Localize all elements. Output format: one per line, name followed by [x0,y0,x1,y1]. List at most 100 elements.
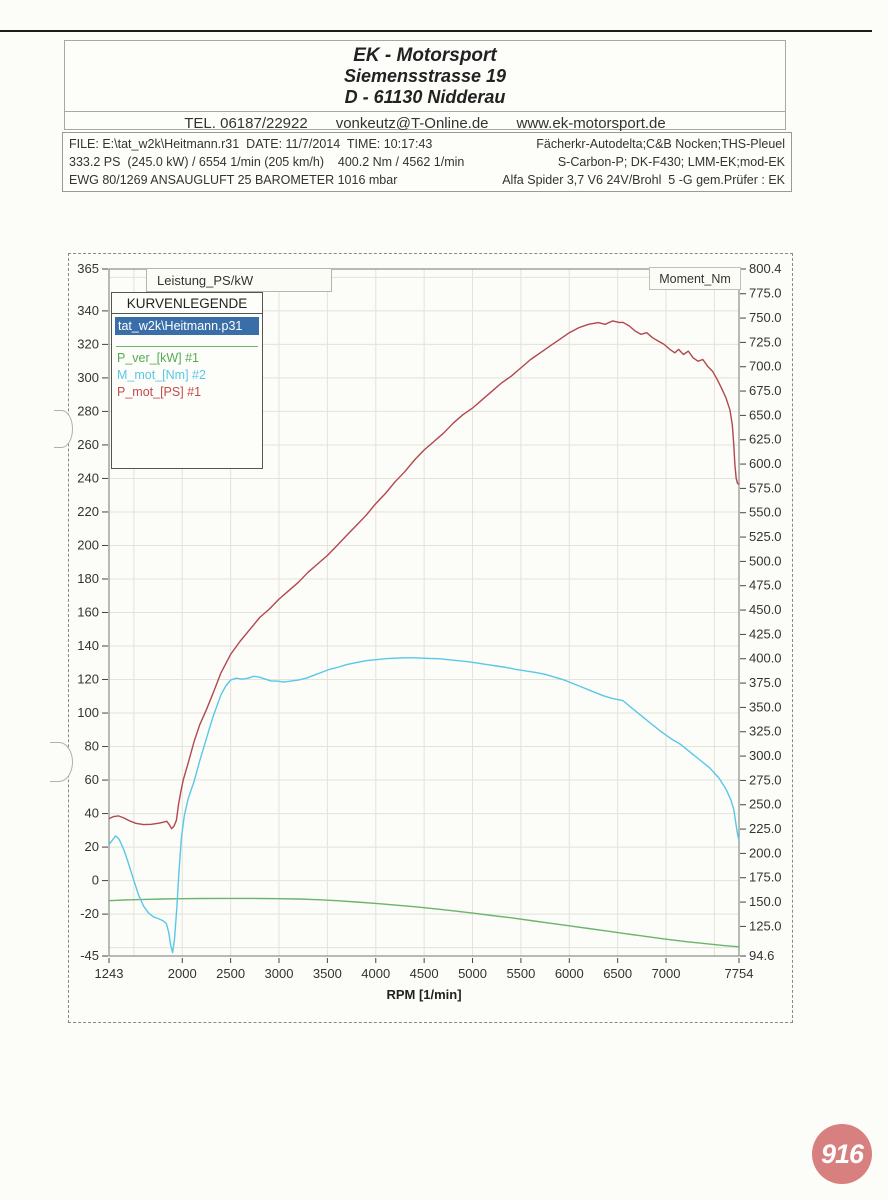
x-axis: 1243 2000 2500 3000 3500 4000 4500 5000 5500 6000… [95,958,754,1002]
svg-text:280: 280 [77,403,99,418]
svg-text:220: 220 [77,504,99,519]
svg-text:3000: 3000 [265,966,294,981]
legend-title: KURVENLEGENDE [112,293,262,314]
svg-text:-45: -45 [80,948,99,963]
svg-text:625.0: 625.0 [749,432,782,447]
scan-artifact [54,410,73,448]
right-axis: 800.4 775.0 750.0 725.0 700.0 675.0 650.0 625.0… [740,261,782,963]
svg-text:300.0: 300.0 [749,748,782,763]
svg-text:6000: 6000 [555,966,584,981]
contact-row: TEL. 06187/22922 vonkeutz@T-Online.de ww… [65,111,785,135]
svg-text:500.0: 500.0 [749,553,782,568]
svg-text:320: 320 [77,336,99,351]
company-name: EK - Motorsport [353,45,497,66]
svg-text:340: 340 [77,303,99,318]
badge-number: 916 [820,1138,864,1169]
curve-P_mot_[PS] [108,320,740,830]
right-axis-title-tab: Moment_Nm [649,267,741,290]
vehicle-description: Alfa Spider 3,7 V6 24V/Brohl 5 -G gem.Pr… [502,173,785,187]
mods-line-1: Fächerkr-Autodelta;C&B Nocken;THS-Pleuel [536,137,785,151]
plot-grid [109,269,739,956]
svg-text:425.0: 425.0 [749,626,782,641]
svg-text:350.0: 350.0 [749,699,782,714]
file-date-time: FILE: E:\tat_w2k\Heitmann.r31 DATE: 11/7… [69,137,433,151]
svg-text:150.0: 150.0 [749,894,782,909]
svg-text:250.0: 250.0 [749,797,782,812]
svg-text:200: 200 [77,537,99,552]
svg-text:80: 80 [85,739,99,754]
ambient-conditions: EWG 80/1269 ANSAUGLUFT 25 BAROMETER 1016… [69,173,398,187]
svg-text:5500: 5500 [506,966,535,981]
svg-text:475.0: 475.0 [749,578,782,593]
svg-text:750.0: 750.0 [749,310,782,325]
curves [108,320,740,954]
svg-text:450.0: 450.0 [749,602,782,617]
svg-text:700.0: 700.0 [749,359,782,374]
svg-text:94.6: 94.6 [749,948,774,963]
curve-M_mot_[Nm] [108,657,740,954]
left-axis: 365 340 320 300 280 260 240 220 200 180 160 140 120 1… [77,261,108,963]
svg-text:-20: -20 [80,906,99,921]
legend-item: M_mot_[Nm] #2 [117,368,206,382]
dyno-plot: 1243 2000 2500 3000 3500 4000 4500 5000 5500 6000… [77,261,782,1002]
run-info-box: FILE: E:\tat_w2k\Heitmann.r31 DATE: 11/7… [62,132,792,192]
phone-number: TEL. 06187/22922 [184,115,308,132]
company-city: D - 61130 Nidderau [344,87,506,107]
svg-text:40: 40 [85,806,99,821]
svg-text:7754: 7754 [725,966,754,981]
info-row-file: FILE: E:\tat_w2k\Heitmann.r31 DATE: 11/7… [69,135,785,153]
info-row-results: 333.2 PS (245.0 kW) / 6554 1/min (205 km… [69,153,785,171]
svg-text:100: 100 [77,705,99,720]
svg-text:300: 300 [77,370,99,385]
svg-text:550.0: 550.0 [749,505,782,520]
svg-text:180: 180 [77,571,99,586]
svg-text:RPM [1/min]: RPM [1/min] [386,987,461,1002]
dyno-chart: 1243 2000 2500 3000 3500 4000 4500 5000 5500 6000… [68,253,793,1023]
svg-text:225.0: 225.0 [749,821,782,836]
legend-item: P_mot_[PS] #1 [117,385,202,399]
svg-text:140: 140 [77,638,99,653]
svg-text:650.0: 650.0 [749,407,782,422]
plot-frame [108,268,740,957]
svg-text:525.0: 525.0 [749,529,782,544]
svg-text:4000: 4000 [361,966,390,981]
svg-text:400.0: 400.0 [749,651,782,666]
svg-text:2500: 2500 [216,966,245,981]
svg-text:375.0: 375.0 [749,675,782,690]
svg-text:5000: 5000 [458,966,487,981]
curve-P_ver_[kW] [108,897,740,948]
svg-text:260: 260 [77,437,99,452]
website-url: www.ek-motorsport.de [516,115,666,132]
svg-text:775.0: 775.0 [749,286,782,301]
svg-text:0: 0 [92,873,99,888]
scan-artifact [50,742,73,782]
watermark-916-badge: 916 [812,1124,872,1184]
svg-text:6500: 6500 [603,966,632,981]
legend-items: P_ver_[kW] #1 M_mot_[Nm] #2 P_mot_[PS] #1 [112,350,262,401]
svg-text:325.0: 325.0 [749,724,782,739]
power-torque-result: 333.2 PS (245.0 kW) / 6554 1/min (205 km… [69,155,465,169]
svg-text:2000: 2000 [168,966,197,981]
legend-separator [116,346,258,347]
svg-text:800.4: 800.4 [749,261,782,276]
svg-text:675.0: 675.0 [749,383,782,398]
svg-text:4500: 4500 [410,966,439,981]
mods-line-2: S-Carbon-P; DK-F430; LMM-EK;mod-EK [557,155,785,169]
svg-text:200.0: 200.0 [749,845,782,860]
left-axis-title-tab: Leistung_PS/kW [146,268,332,292]
svg-text:160: 160 [77,605,99,620]
svg-text:120: 120 [77,672,99,687]
svg-text:365: 365 [77,261,99,276]
company-street: Siemensstrasse 19 [343,66,507,86]
svg-text:240: 240 [77,470,99,485]
info-row-conditions: EWG 80/1269 ANSAUGLUFT 25 BAROMETER 1016… [69,171,785,189]
svg-text:1243: 1243 [95,966,124,981]
svg-text:175.0: 175.0 [749,870,782,885]
company-header: EK - Motorsport Siemensstrasse 19 D - 61… [64,40,786,132]
svg-text:275.0: 275.0 [749,772,782,787]
svg-text:125.0: 125.0 [749,918,782,933]
email-address: vonkeutz@T-Online.de [335,115,489,132]
legend-item: P_ver_[kW] #1 [117,351,199,365]
svg-text:3500: 3500 [313,966,342,981]
